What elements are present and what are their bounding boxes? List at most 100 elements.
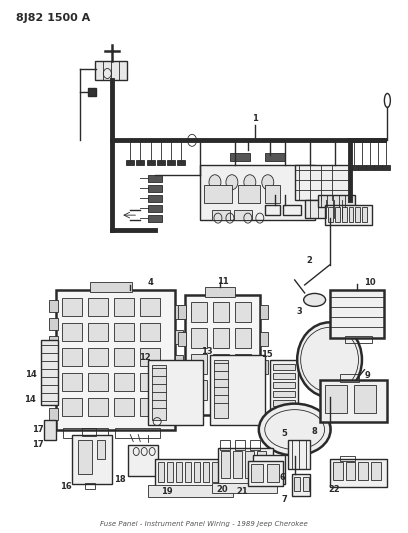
Bar (126, 160, 134, 165)
Text: 6: 6 (280, 473, 286, 482)
Bar (175, 379, 183, 394)
Bar (273, 391, 295, 397)
Bar (114, 398, 134, 416)
Bar (49, 390, 58, 402)
Bar (200, 165, 315, 220)
Bar (62, 373, 82, 391)
Bar (148, 175, 162, 182)
Bar (235, 440, 245, 449)
Bar (178, 332, 186, 346)
Bar (235, 354, 251, 374)
Bar (330, 459, 387, 487)
Bar (140, 373, 160, 391)
Bar (348, 207, 353, 222)
Bar (212, 210, 230, 220)
Bar (325, 385, 346, 413)
Bar (305, 200, 355, 218)
Bar (178, 305, 186, 319)
Bar (114, 348, 134, 366)
Bar (265, 154, 285, 161)
Bar (248, 462, 283, 487)
Ellipse shape (226, 175, 238, 190)
Bar (366, 165, 375, 170)
Bar (89, 298, 109, 316)
Bar (49, 318, 58, 330)
Bar (221, 450, 230, 479)
Bar (175, 305, 183, 319)
Bar (140, 298, 160, 316)
Text: 5: 5 (282, 429, 288, 438)
Bar (328, 207, 333, 222)
Bar (330, 290, 384, 338)
Bar (78, 440, 92, 474)
Bar (295, 165, 350, 200)
Bar (212, 463, 218, 482)
Bar (167, 160, 175, 165)
Text: 11: 11 (217, 278, 229, 286)
Bar (136, 160, 144, 165)
Bar (260, 360, 268, 374)
Text: 16: 16 (60, 482, 71, 491)
Bar (333, 463, 343, 480)
Bar (234, 210, 252, 220)
Bar (283, 205, 301, 215)
Bar (95, 61, 127, 80)
Bar (218, 448, 273, 486)
Bar (191, 328, 207, 348)
Text: 15: 15 (261, 350, 273, 359)
Bar (213, 328, 229, 348)
Bar (238, 185, 260, 203)
Bar (114, 373, 134, 391)
Bar (355, 207, 360, 222)
Bar (270, 360, 298, 410)
Ellipse shape (244, 175, 256, 190)
Bar (191, 302, 207, 322)
Bar (148, 195, 162, 202)
Bar (214, 360, 228, 417)
Bar (344, 336, 373, 343)
Ellipse shape (209, 175, 221, 190)
Bar (212, 483, 277, 494)
Text: 22: 22 (329, 485, 340, 494)
Text: 9: 9 (365, 371, 370, 380)
Bar (230, 154, 250, 161)
Bar (260, 305, 268, 319)
Bar (213, 354, 229, 374)
Bar (213, 302, 229, 322)
Bar (89, 88, 96, 96)
Bar (257, 450, 266, 479)
Text: 21: 21 (236, 487, 248, 496)
Text: 20: 20 (216, 485, 228, 494)
Bar (235, 328, 251, 348)
Bar (185, 463, 191, 482)
Bar (177, 160, 185, 165)
Bar (251, 464, 263, 482)
Ellipse shape (304, 294, 326, 306)
Bar (191, 354, 207, 374)
Text: 19: 19 (161, 487, 173, 496)
Bar (375, 165, 382, 170)
Bar (350, 165, 359, 170)
Text: Fuse Panel - Instrument Panel Wiring - 1989 Jeep Cherokee: Fuse Panel - Instrument Panel Wiring - 1… (100, 521, 308, 527)
Bar (82, 427, 96, 435)
Text: 17: 17 (32, 425, 43, 434)
Bar (319, 379, 387, 422)
Bar (85, 483, 95, 489)
Bar (148, 486, 233, 497)
Bar (371, 463, 381, 480)
Bar (203, 463, 209, 482)
Bar (346, 463, 355, 480)
Bar (325, 205, 373, 225)
Bar (235, 302, 251, 322)
Bar (382, 165, 390, 170)
Text: 8J82 1500 A: 8J82 1500 A (16, 13, 90, 23)
Text: 8: 8 (312, 427, 317, 436)
Bar (220, 440, 230, 449)
Bar (114, 298, 134, 316)
Bar (157, 160, 165, 165)
Bar (44, 419, 55, 440)
Text: 4: 4 (147, 278, 153, 287)
Bar (128, 445, 158, 477)
Bar (185, 295, 260, 415)
Bar (147, 160, 155, 165)
